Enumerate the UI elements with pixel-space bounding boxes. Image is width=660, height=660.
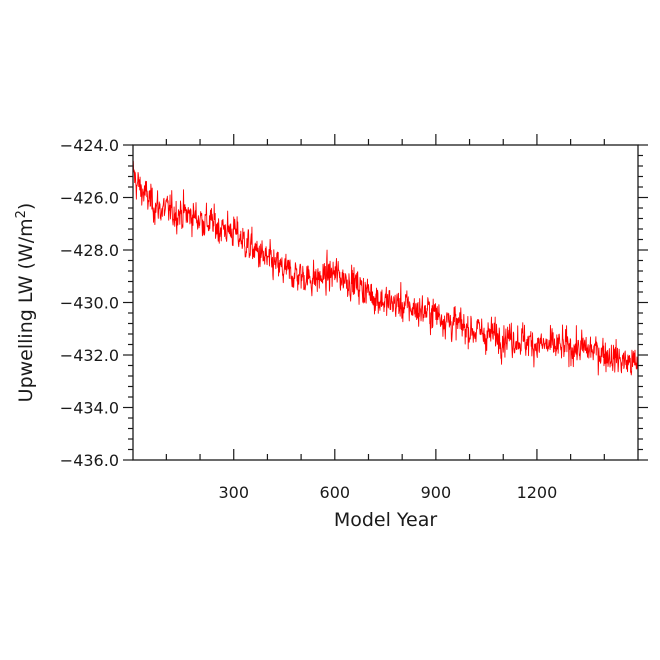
y-axis-title-base: Upwelling LW (W/m bbox=[15, 218, 37, 402]
plot-frame bbox=[132, 144, 639, 461]
y-tick-label: −424.0 bbox=[60, 136, 119, 155]
y-tick-label: −428.0 bbox=[60, 241, 119, 260]
tick-labels-layer: 300 600 900 1200 −424.0 −426.0 −428.0 −430.0 −43… bbox=[60, 136, 558, 502]
x-tick-label: 900 bbox=[421, 483, 452, 502]
series-line bbox=[132, 160, 639, 376]
x-tick-label: 600 bbox=[320, 483, 351, 502]
series-layer bbox=[132, 160, 639, 376]
y-axis-title-close: ) bbox=[15, 203, 37, 210]
y-tick-label: −430.0 bbox=[60, 294, 119, 313]
y-tick-label: −434.0 bbox=[60, 399, 119, 418]
y-tick-label: −426.0 bbox=[60, 189, 119, 208]
x-tick-label: 1200 bbox=[517, 483, 558, 502]
y-axis-title-superscript: 2 bbox=[14, 210, 29, 218]
ticks-layer bbox=[123, 134, 648, 461]
x-axis-title: Model Year bbox=[334, 509, 438, 531]
y-tick-label: −436.0 bbox=[60, 451, 119, 470]
y-tick-label: −432.0 bbox=[60, 346, 119, 365]
y-axis-title: Upwelling LW (W/m2) bbox=[14, 203, 37, 403]
x-tick-label: 300 bbox=[218, 483, 249, 502]
